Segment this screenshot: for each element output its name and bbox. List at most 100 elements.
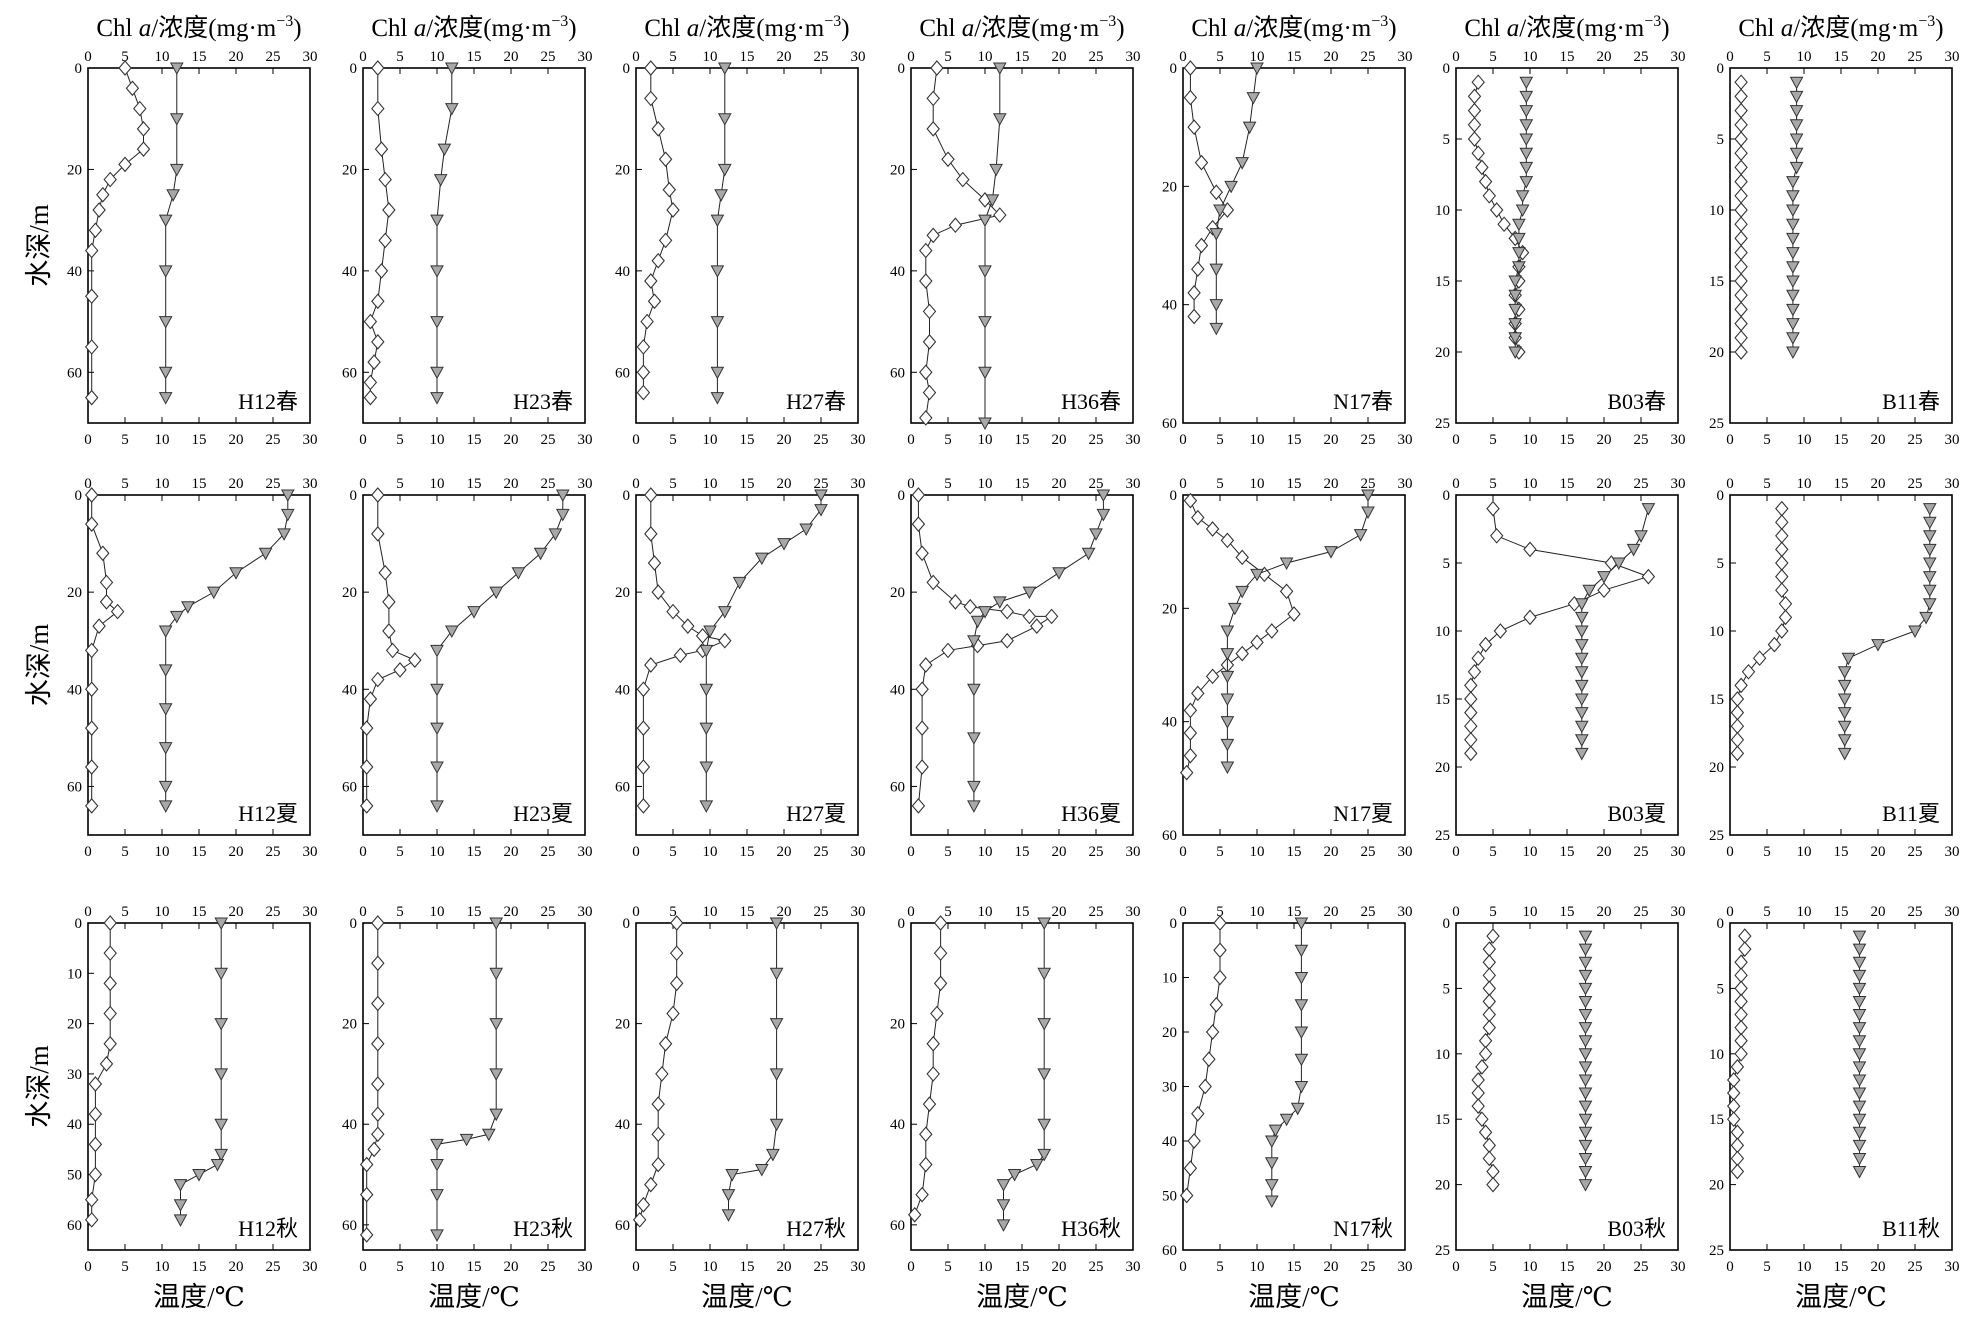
y-tick-label: 20 [342,162,357,178]
y-tick-label: 0 [898,916,906,932]
temp-point [1871,639,1885,652]
temp-point [1519,133,1534,147]
temp-point [1220,716,1235,729]
temp-point [710,265,725,278]
temp-point [169,62,184,76]
temp-point [1582,584,1597,598]
x-tick-label-bottom: 25 [266,1259,281,1275]
x-tick-label-bottom: 15 [1834,1259,1849,1275]
chl-point [919,410,933,426]
temp-point [430,722,444,736]
x-tick-label-bottom: 20 [1597,432,1612,448]
x-tick-label-bottom: 10 [703,432,718,448]
temp-point [467,606,481,619]
chl-point [1467,88,1482,105]
temp-point [1246,92,1261,105]
chl-point [363,313,378,330]
y-tick-label: 40 [890,1117,905,1133]
chl-point [1220,532,1235,549]
chl-point [1778,609,1793,626]
chl-point [933,975,948,992]
y-tick-label: 60 [890,779,905,795]
y-tick-label: 10 [1435,624,1450,640]
panel-label: B03夏 [1607,801,1666,826]
x-tick-label-bottom: 20 [1597,844,1612,860]
chl-point [1187,119,1201,136]
chl-point [1778,595,1793,612]
temp-point [192,1169,206,1182]
y-tick-label: 0 [1170,61,1178,77]
x-tick-label-bottom: 20 [1871,432,1886,448]
x-tick-label-bottom: 20 [1052,1259,1067,1275]
temp-point [1512,232,1526,246]
x-tick-label-bottom: 25 [541,1259,556,1275]
chl-point [1202,1051,1216,1068]
temp-point [1852,995,1867,1009]
y-tick-label: 40 [67,682,82,698]
chl-point [103,975,117,992]
y-tick-label: 40 [342,682,357,698]
chl-point [941,642,955,659]
panel-label: H27夏 [786,801,846,826]
chl-point [118,156,132,173]
chl-point [919,1126,933,1143]
x-tick-label-top: 20 [1871,476,1886,492]
y-tick-label: 40 [615,1117,630,1133]
x-tick-label-bottom: 5 [1489,844,1497,860]
chl-point [84,759,99,775]
temp-point [1641,503,1656,516]
x-tick-label-top: 10 [430,904,445,920]
chl-point [1213,969,1227,986]
chl-point [1489,202,1504,218]
chl-point [371,526,385,542]
temp-point [769,1018,784,1031]
chl-point [84,681,99,698]
x-tick-label-top: 15 [1560,904,1575,920]
x-tick-label-bottom: 25 [1361,1259,1376,1275]
x-tick-label-top: 10 [978,49,993,65]
x-tick-label-top: 5 [944,49,952,65]
temp-point [1574,625,1589,639]
x-tick-label-bottom: 5 [121,432,129,448]
chl-point [1464,745,1478,762]
x-tick-label-top: 30 [1398,476,1413,492]
y-tick-label: 0 [1717,916,1725,932]
chl-point [1183,60,1198,76]
top-axis-label: Chl a/浓度(mg·m−3) [644,13,849,42]
chl-point [1730,745,1745,762]
x-tick-label-top: 20 [1597,49,1612,65]
x-tick-label-top: 25 [266,904,281,920]
temp-point [1209,263,1224,277]
temp-point [1786,346,1800,360]
chl-point [1213,915,1227,931]
temp-point [996,1219,1011,1232]
x-tick-label-top: 15 [1015,904,1030,920]
chl-point [382,594,396,610]
temp-point [1574,679,1589,693]
x-tick-label-top: 5 [121,904,129,920]
x-tick-label-bottom: 5 [944,844,952,860]
x-tick-label-top: 30 [1398,49,1413,65]
chl-point [644,1176,658,1193]
y-tick-label: 20 [342,585,357,601]
x-tick-label-bottom: 15 [740,1259,755,1275]
x-tick-label-bottom: 10 [155,844,170,860]
temp-point [158,703,173,716]
x-tick-label-bottom: 0 [1726,432,1734,448]
x-tick-label-bottom: 20 [1324,1259,1339,1275]
temp-point [1235,157,1250,170]
y-tick-label: 20 [67,585,82,601]
y-tick-label: 60 [342,365,357,381]
y-tick-label: 0 [623,488,631,504]
x-tick-label-top: 10 [1797,904,1812,920]
y-tick-label: 0 [75,61,83,77]
x-tick-label-bottom: 15 [740,432,755,448]
chl-point [948,217,963,234]
temp-point [1578,1074,1593,1088]
x-tick-label-top: 25 [1634,49,1649,65]
y-tick-label: 5 [1717,556,1725,572]
